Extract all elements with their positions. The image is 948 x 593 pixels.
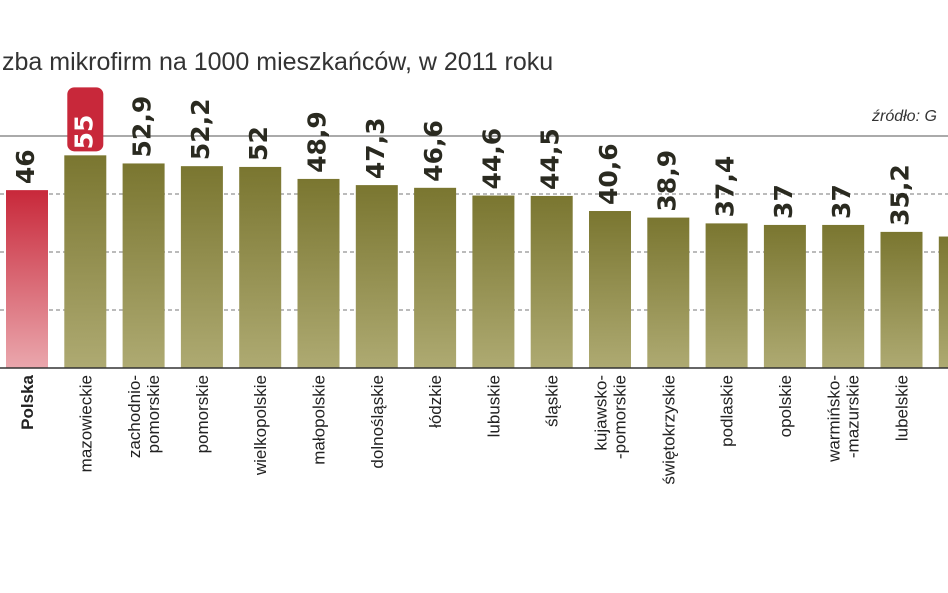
- value-label: 44,5: [536, 128, 565, 190]
- value-label: 52,9: [128, 96, 157, 158]
- x-tick-label: świętokrzyskie: [659, 375, 678, 485]
- x-tick-label: mazowieckie: [76, 375, 95, 472]
- bar: [530, 195, 573, 368]
- source: źródło: G: [871, 108, 937, 125]
- value-label: 44,6: [477, 128, 506, 190]
- bar: [589, 211, 631, 368]
- chart-title: zba mikrofirm na 1000 mieszkańców, w 201…: [2, 48, 553, 76]
- value-label: 48,9: [303, 111, 332, 173]
- value-label: 46: [11, 149, 40, 184]
- x-tick-label: wielkopolskie: [251, 375, 270, 476]
- bar: [472, 195, 515, 368]
- value-label: 37: [769, 184, 798, 219]
- highlight-box: [67, 87, 104, 152]
- x-tick-label: śląskie: [543, 375, 562, 427]
- value-label: 38,9: [652, 150, 681, 212]
- bar: [6, 190, 48, 368]
- value-label: 52,2: [186, 98, 215, 160]
- value-label: 52: [244, 126, 273, 161]
- x-tick-label: podlaskie: [718, 375, 737, 447]
- x-tick-label: małopolskie: [310, 375, 329, 465]
- x-tick-label: lubelskie: [893, 375, 912, 441]
- x-tick-label: lubuskie: [484, 375, 503, 437]
- bar: [122, 163, 165, 368]
- value-label: 37: [827, 184, 856, 219]
- bar: [763, 224, 806, 368]
- bar: [180, 166, 223, 368]
- bar: [355, 185, 398, 368]
- value-label: 55: [69, 115, 98, 150]
- bar: [880, 231, 923, 368]
- x-tick-label: dolnośląskie: [368, 375, 387, 469]
- bar: [705, 223, 748, 368]
- x-tick-label: kujawsko--pomorskie: [592, 375, 630, 459]
- x-tick-label: Polska: [18, 374, 37, 429]
- x-tick-label: łódzkie: [426, 375, 445, 428]
- bar: [647, 217, 690, 368]
- x-tick-label: pomorskie: [193, 375, 212, 453]
- value-label: 46,6: [419, 120, 448, 182]
- bar: [938, 236, 948, 368]
- bar: [297, 178, 340, 368]
- x-tick-label: opolskie: [776, 375, 795, 437]
- value-label: 37,4: [711, 156, 740, 218]
- bar: [822, 224, 865, 368]
- value-label: 35,2: [886, 164, 915, 226]
- bar: [64, 155, 107, 368]
- value-label: 40,6: [594, 143, 623, 205]
- x-tick-label: zachodnio-pomorskie: [125, 375, 163, 458]
- bar: [414, 187, 457, 368]
- value-label: 47,3: [361, 117, 390, 179]
- bar: [239, 166, 282, 368]
- x-tick-label: warmińsko--mazurskie: [825, 375, 863, 463]
